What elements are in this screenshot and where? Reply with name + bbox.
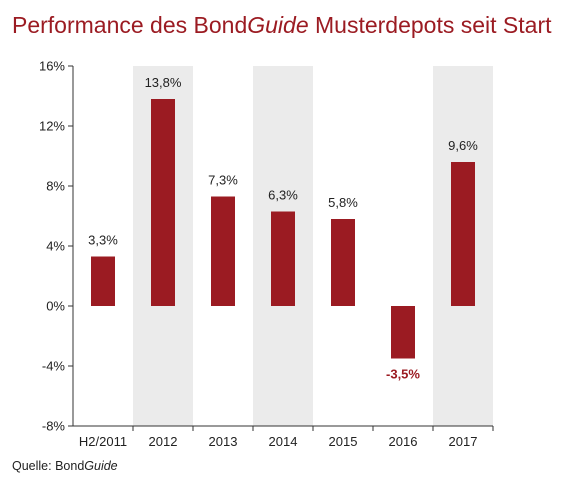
bar-H2/2011 xyxy=(91,256,115,306)
y-tick-labels: 16% 12% 8% 4% 0% -4% -8% xyxy=(39,59,73,434)
x-tick-label: 2013 xyxy=(209,434,238,449)
x-tick-labels: H2/2011 2012 2013 2014 2015 2016 2017 xyxy=(79,426,494,449)
x-tick-label: 2017 xyxy=(449,434,478,449)
bar-2012 xyxy=(151,99,175,306)
bar-2017 xyxy=(451,162,475,306)
bar-2016 xyxy=(391,306,415,359)
bars xyxy=(91,99,475,359)
x-tick-label: 2015 xyxy=(329,434,358,449)
y-tick-label: 4% xyxy=(46,239,65,254)
shaded-columns xyxy=(133,66,493,426)
value-label-2015: 5,8% xyxy=(328,195,358,210)
bar-2014 xyxy=(271,211,295,306)
y-tick-label: -4% xyxy=(42,359,66,374)
value-label-2012: 13,8% xyxy=(145,75,182,90)
value-labels: 3,3% 13,8% 7,3% 6,3% 5,8% -3,5% 9,6% xyxy=(88,75,478,382)
source-note: Quelle: BondGuide xyxy=(12,459,118,473)
x-tick-label: 2016 xyxy=(389,434,418,449)
y-tick-label: 8% xyxy=(46,179,65,194)
value-label-2017: 9,6% xyxy=(448,138,478,153)
y-tick-label: 12% xyxy=(39,119,65,134)
chart-title: Performance des BondGuide Musterdepots s… xyxy=(12,12,552,38)
value-label-2013: 7,3% xyxy=(208,173,238,188)
x-tick-label: 2014 xyxy=(269,434,298,449)
bar-2015 xyxy=(331,219,355,306)
value-label-H2/2011: 3,3% xyxy=(88,233,118,248)
value-label-2016: -3,5% xyxy=(386,367,420,382)
y-tick-label: 0% xyxy=(46,299,65,314)
y-tick-label: 16% xyxy=(39,59,65,74)
x-tick-label: 2012 xyxy=(149,434,178,449)
y-tick-label: -8% xyxy=(42,419,66,434)
x-tick-label: H2/2011 xyxy=(79,434,127,449)
value-label-2014: 6,3% xyxy=(268,188,298,203)
bar-2013 xyxy=(211,196,235,306)
